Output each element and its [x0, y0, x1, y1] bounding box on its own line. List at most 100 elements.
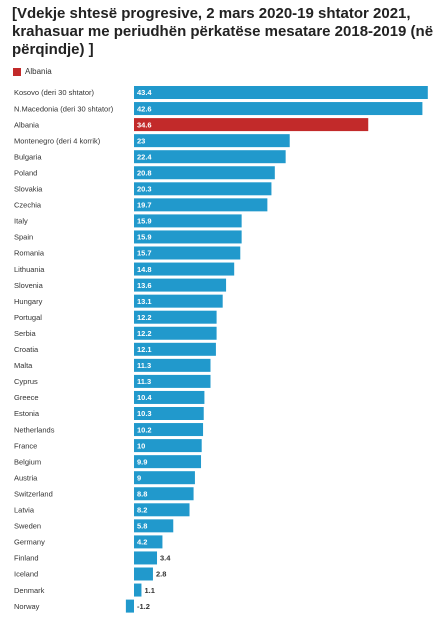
category-label-iceland: Iceland: [14, 570, 38, 579]
category-label-bulgaria: Bulgaria: [14, 152, 42, 161]
value-label-kosovo-deri-30-shtator: 43.4: [137, 88, 152, 97]
value-label-lithuania: 14.8: [137, 265, 152, 274]
category-label-switzerland: Switzerland: [14, 489, 53, 498]
bar-italy: [134, 214, 242, 228]
bar-netherlands: [134, 423, 204, 437]
category-label-austria: Austria: [14, 473, 38, 482]
value-label-n-macedonia-deri-30-shtator: 42.6: [137, 104, 152, 113]
category-label-latvia: Latvia: [14, 506, 35, 515]
value-label-germany: 4.2: [137, 538, 147, 547]
category-label-italy: Italy: [14, 217, 28, 226]
category-label-portugal: Portugal: [14, 313, 42, 322]
value-label-slovenia: 13.6: [137, 281, 152, 290]
chart-legend: Albania: [13, 67, 52, 76]
category-label-romania: Romania: [14, 249, 45, 258]
category-label-estonia: Estonia: [14, 409, 40, 418]
value-label-montenegro-deri-4-korrik: 23: [137, 136, 145, 145]
category-label-spain: Spain: [14, 233, 33, 242]
category-label-kosovo-deri-30-shtator: Kosovo (deri 30 shtator): [14, 88, 95, 97]
category-label-sweden: Sweden: [14, 522, 41, 531]
bar-belgium: [134, 455, 202, 469]
bar-hungary: [134, 294, 223, 308]
category-label-france: France: [14, 441, 37, 450]
bar-malta: [134, 358, 211, 372]
bar-albania: [134, 118, 369, 132]
bar-france: [134, 439, 202, 453]
category-label-denmark: Denmark: [14, 586, 45, 595]
bar-n-macedonia-deri-30-shtator: [134, 102, 423, 116]
value-label-belgium: 9.9: [137, 457, 147, 466]
chart-title: [Vdekje shtesë progresive, 2 mars 2020-1…: [12, 5, 434, 58]
value-label-france: 10: [137, 441, 145, 450]
category-label-netherlands: Netherlands: [14, 425, 55, 434]
category-label-germany: Germany: [14, 538, 45, 547]
category-label-hungary: Hungary: [14, 297, 43, 306]
category-label-lithuania: Lithuania: [14, 265, 45, 274]
value-label-bulgaria: 22.4: [137, 152, 152, 161]
category-label-czechia: Czechia: [14, 201, 42, 210]
bar-lithuania: [134, 262, 235, 276]
value-label-cyprus: 11.3: [137, 377, 151, 386]
bar-poland: [134, 166, 275, 180]
bar-slovakia: [134, 182, 272, 196]
category-label-norway: Norway: [14, 602, 40, 611]
bar-slovenia: [134, 278, 227, 292]
bar-finland: [134, 551, 158, 565]
value-label-spain: 15.9: [137, 233, 152, 242]
category-label-albania: Albania: [14, 120, 40, 129]
category-label-slovenia: Slovenia: [14, 281, 44, 290]
category-label-croatia: Croatia: [14, 345, 39, 354]
value-label-poland: 20.8: [137, 168, 152, 177]
bar-serbia: [134, 326, 217, 340]
bar-estonia: [134, 407, 204, 420]
bar-romania: [134, 246, 241, 260]
bar-cyprus: [134, 374, 211, 388]
value-label-finland: 3.4: [160, 554, 171, 563]
legend-swatch-albania: [13, 67, 21, 76]
category-label-poland: Poland: [14, 168, 37, 177]
bar-germany: [134, 535, 163, 549]
category-label-montenegro-deri-4-korrik: Montenegro (deri 4 korrik): [14, 136, 101, 145]
category-label-slovakia: Slovakia: [14, 185, 43, 194]
value-label-malta: 11.3: [137, 361, 151, 370]
value-label-iceland: 2.8: [156, 570, 166, 579]
value-label-albania: 34.6: [137, 120, 152, 129]
bar-denmark: [134, 583, 142, 597]
value-label-austria: 9: [137, 473, 141, 482]
value-label-latvia: 8.2: [137, 506, 147, 515]
value-label-czechia: 19.7: [137, 201, 152, 210]
value-label-portugal: 12.2: [137, 313, 152, 322]
value-label-denmark: 1.1: [144, 586, 154, 595]
bar-czechia: [134, 198, 268, 212]
category-label-finland: Finland: [14, 554, 39, 563]
legend-label-albania: Albania: [25, 67, 52, 76]
bar-iceland: [134, 567, 153, 581]
value-label-serbia: 12.2: [137, 329, 152, 338]
bar-latvia: [134, 503, 190, 517]
bar-bulgaria: [134, 150, 286, 164]
bar-portugal: [134, 310, 217, 324]
category-label-serbia: Serbia: [14, 329, 37, 338]
bar-montenegro-deri-4-korrik: [134, 134, 290, 148]
value-label-italy: 15.9: [137, 217, 152, 226]
category-label-malta: Malta: [14, 361, 33, 370]
value-label-hungary: 13.1: [137, 297, 152, 306]
bar-kosovo-deri-30-shtator: [134, 86, 428, 99]
value-label-greece: 10.4: [137, 393, 152, 402]
bar-switzerland: [134, 487, 194, 501]
bar-croatia: [134, 342, 216, 356]
value-label-slovakia: 20.3: [137, 185, 152, 194]
value-label-estonia: 10.3: [137, 409, 152, 418]
value-label-netherlands: 10.2: [137, 425, 152, 434]
value-label-norway: -1.2: [137, 602, 150, 611]
category-label-cyprus: Cyprus: [14, 377, 38, 386]
bar-sweden: [134, 519, 174, 533]
bar-greece: [134, 390, 205, 404]
category-label-n-macedonia-deri-30-shtator: N.Macedonia (deri 30 shtator): [14, 104, 114, 113]
value-label-croatia: 12.1: [137, 345, 152, 354]
bar-norway: [125, 599, 134, 613]
value-label-romania: 15.7: [137, 249, 152, 258]
bar-austria: [134, 471, 195, 485]
bar-spain: [134, 230, 242, 244]
